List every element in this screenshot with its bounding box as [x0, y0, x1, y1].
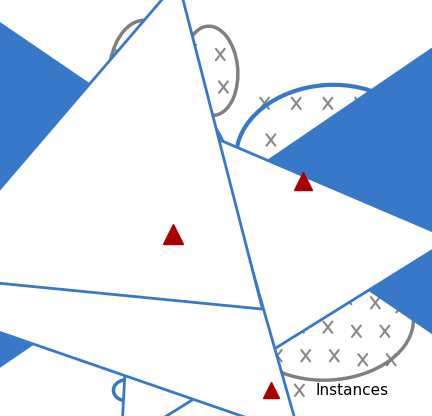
Text: Groups: Groups — [176, 383, 231, 398]
Text: Instances: Instances — [315, 383, 388, 398]
